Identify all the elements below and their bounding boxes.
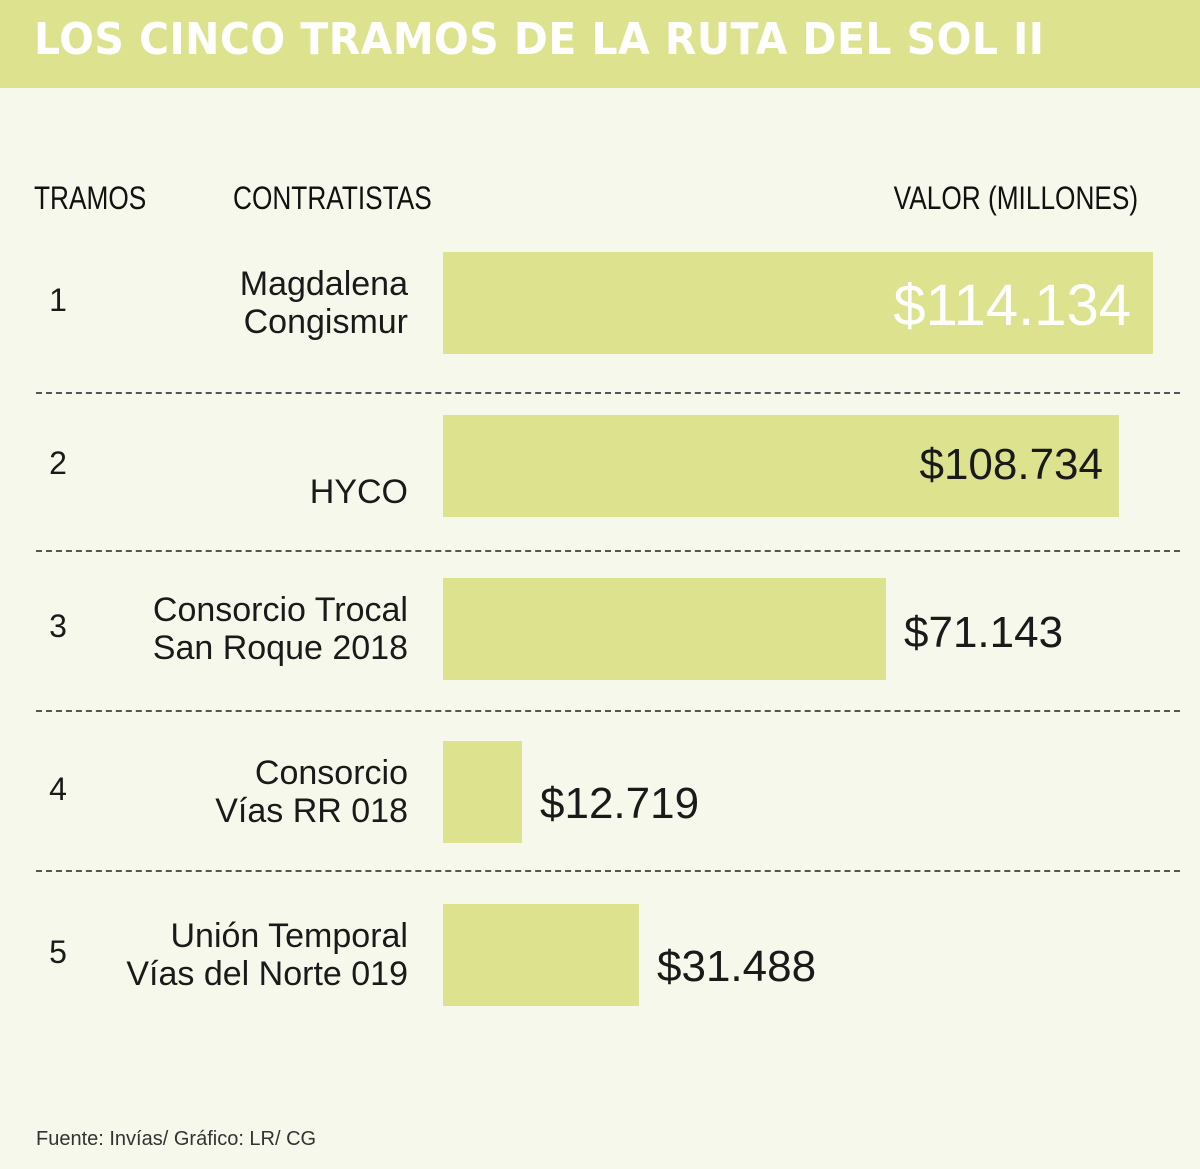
title-bar: LOS CINCO TRAMOS DE LA RUTA DEL SOL II	[0, 0, 1200, 88]
tramo-number: 5	[49, 934, 67, 970]
tramo-row-3: 3 Consorcio Trocal San Roque 2018 $71.14…	[0, 578, 1200, 680]
column-header-tramos: TRAMOS	[34, 180, 147, 216]
contractor-name: Consorcio Vías RR 018	[215, 741, 408, 843]
tramo-number: 3	[49, 608, 67, 644]
value-label: $108.734	[919, 440, 1103, 489]
row-divider	[36, 392, 1180, 394]
contractor-line-2: San Roque 2018	[152, 629, 408, 667]
value-label: $71.143	[904, 608, 1064, 657]
contractor-line-2: HYCO	[309, 473, 408, 511]
contractor-name: Unión Temporal Vías del Norte 019	[126, 904, 408, 1006]
column-header-contratistas: CONTRATISTAS	[233, 180, 432, 216]
contractor-line-1: Consorcio Trocal	[152, 591, 408, 629]
tramo-row-4: 4 Consorcio Vías RR 018 $12.719	[0, 741, 1200, 843]
value-label: $114.134	[893, 273, 1131, 338]
source-note: Fuente: Invías/ Gráfico: LR/ CG	[36, 1128, 317, 1150]
value-bar	[443, 578, 886, 680]
value-bar	[443, 415, 1119, 517]
tramo-number: 2	[49, 445, 67, 481]
contractor-line-1: Magdalena	[239, 265, 408, 303]
contractor-line-2: Vías del Norte 019	[126, 955, 408, 993]
contractor-name: HYCO	[310, 415, 408, 517]
contractor-line-2: Congismur	[243, 303, 408, 341]
tramo-row-5: 5 Unión Temporal Vías del Norte 019 $31.…	[0, 904, 1200, 1006]
value-bar	[443, 252, 1153, 354]
value-label: $12.719	[540, 779, 700, 828]
value-bar	[443, 904, 639, 1006]
contractor-name: Consorcio Trocal San Roque 2018	[153, 578, 408, 680]
contractor-line-2: Vías RR 018	[215, 792, 408, 830]
contractor-name: Magdalena Congismur	[240, 252, 408, 354]
tramo-row-2: 2 HYCO $108.734	[0, 415, 1200, 517]
contractor-line-1: Unión Temporal	[170, 917, 408, 955]
row-divider	[36, 870, 1180, 872]
row-divider	[36, 710, 1180, 712]
value-label: $31.488	[657, 942, 817, 991]
value-bar	[443, 741, 522, 843]
tramo-row-1: 1 Magdalena Congismur $114.134	[0, 252, 1200, 354]
tramo-number: 4	[49, 771, 67, 807]
column-header-valor: VALOR (MILLONES)	[893, 180, 1138, 216]
contractor-line-1: Consorcio	[254, 754, 408, 792]
tramo-number: 1	[49, 282, 67, 318]
chart-title: LOS CINCO TRAMOS DE LA RUTA DEL SOL II	[34, 14, 1045, 65]
row-divider	[36, 550, 1180, 552]
